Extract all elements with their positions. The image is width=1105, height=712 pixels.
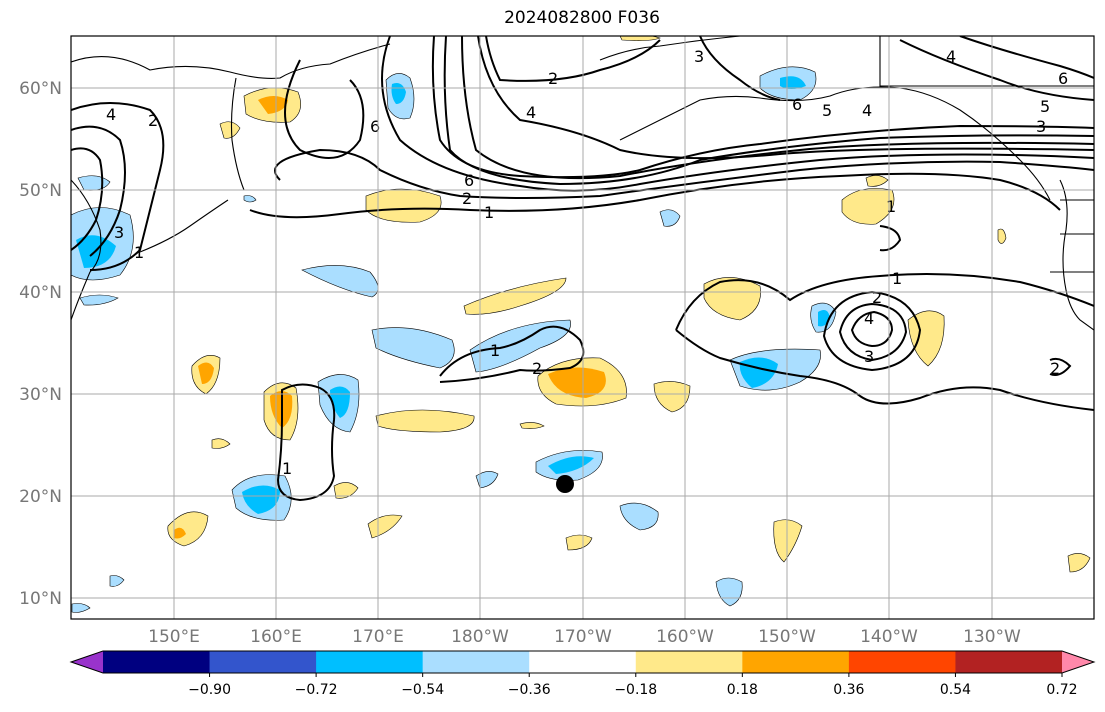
contour-label: 1 [892, 269, 902, 288]
colorbar-segment [422, 651, 530, 673]
lon-label-160e: 160°E [250, 627, 302, 647]
colorbar-tick-label: 0.72 [1046, 682, 1077, 698]
lat-label-10n: 10°N [19, 589, 62, 609]
colorbar-tick-label: −0.72 [295, 682, 338, 698]
colorbar-tick-label: −0.36 [508, 682, 551, 698]
colorbar-segment [103, 651, 211, 673]
colorbar-segment [209, 651, 317, 673]
colorbar-segment [635, 651, 743, 673]
lat-label-40n: 40°N [19, 283, 62, 303]
lat-label-60n: 60°N [19, 79, 62, 99]
colorbar-segment [529, 651, 637, 673]
contour-label: 3 [694, 47, 704, 66]
colorbar-outline [69, 650, 1096, 674]
colorbar-extend-low [71, 651, 103, 673]
contour-label: 3 [114, 223, 124, 242]
colorbar-tick-label: 0.54 [940, 682, 971, 698]
colorbar: −0.90 −0.72 −0.54 −0.36 −0.18 0.18 0.36 0.54 0.7… [69, 650, 1096, 698]
contour-label: 5 [822, 101, 832, 120]
contour-label: 3 [864, 347, 874, 366]
contour-label: 1 [490, 341, 500, 360]
contour-label: 1 [484, 203, 494, 222]
contour-label: 2 [1050, 359, 1060, 378]
lat-label-50n: 50°N [19, 181, 62, 201]
plot-border [70, 35, 1095, 620]
lon-label-180w: 180°W [451, 627, 509, 647]
contour-label: 6 [464, 171, 474, 190]
contour-label: 4 [106, 105, 116, 124]
contour-label: 2 [548, 69, 558, 88]
positive-anomaly-blobs [167, 36, 1091, 573]
contour-label-group: 2 4 2 4 2 1 6 6 3 6 5 4 5 3 6 4 1 2 1 1 … [106, 47, 1068, 478]
lat-label-20n: 20°N [19, 487, 62, 507]
contour-label: 5 [1040, 97, 1050, 116]
contour-label: 4 [526, 103, 536, 122]
contour-label: 4 [946, 47, 956, 66]
contour-label: 4 [864, 309, 874, 328]
lon-label-160w: 160°W [656, 627, 714, 647]
colorbar-tick-label: −0.90 [188, 682, 231, 698]
contour-label: 1 [134, 243, 144, 262]
colorbar-segment [742, 651, 850, 673]
colorbar-tick-label: 0.36 [833, 682, 864, 698]
colorbar-segment [848, 651, 956, 673]
colorbar-extend-high [1062, 651, 1094, 673]
colorbar-segment [955, 651, 1063, 673]
lon-label-150w: 150°W [758, 627, 816, 647]
colorbar-tick-label: 0.18 [727, 682, 758, 698]
latitude-labels: 60°N 50°N 40°N 30°N 20°N 10°N [19, 79, 62, 609]
contour-label: 1 [282, 459, 292, 478]
contour-label: 6 [370, 117, 380, 136]
contour-label: 1 [886, 197, 896, 216]
contour-label: 2 [148, 111, 158, 130]
contour-label: 3 [1036, 117, 1046, 136]
lon-label-130w: 130°W [963, 627, 1021, 647]
lon-label-140w: 140°W [860, 627, 918, 647]
colorbar-tick-label: −0.18 [614, 682, 657, 698]
longitude-labels: 150°E 160°E 170°E 180°W 170°W 160°W 150°… [148, 627, 1021, 647]
contour-label: 2 [872, 288, 882, 307]
colorbar-segment [316, 651, 424, 673]
lon-label-170w: 170°W [554, 627, 612, 647]
contour-label: 6 [1058, 69, 1068, 88]
contour-label: 2 [532, 359, 542, 378]
contour-lines [71, 36, 1094, 502]
colorbar-tick-label: −0.54 [401, 682, 444, 698]
map-title: 2024082800 F036 [504, 8, 660, 28]
contour-label: 4 [862, 101, 872, 120]
storm-center-marker[interactable] [556, 475, 574, 493]
contour-label: 6 [792, 95, 802, 114]
lon-label-150e: 150°E [148, 627, 200, 647]
graticule [71, 36, 1094, 619]
lat-label-30n: 30°N [19, 385, 62, 405]
lon-label-170e: 170°E [352, 627, 404, 647]
contour-label: 2 [462, 189, 472, 208]
